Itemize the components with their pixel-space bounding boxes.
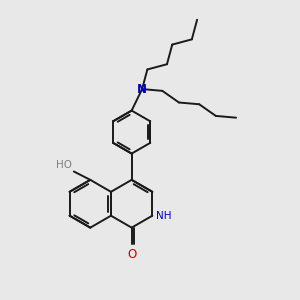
Text: HO: HO (56, 160, 72, 170)
Text: NH: NH (156, 211, 171, 221)
Text: N: N (137, 82, 147, 96)
Text: O: O (127, 248, 136, 261)
